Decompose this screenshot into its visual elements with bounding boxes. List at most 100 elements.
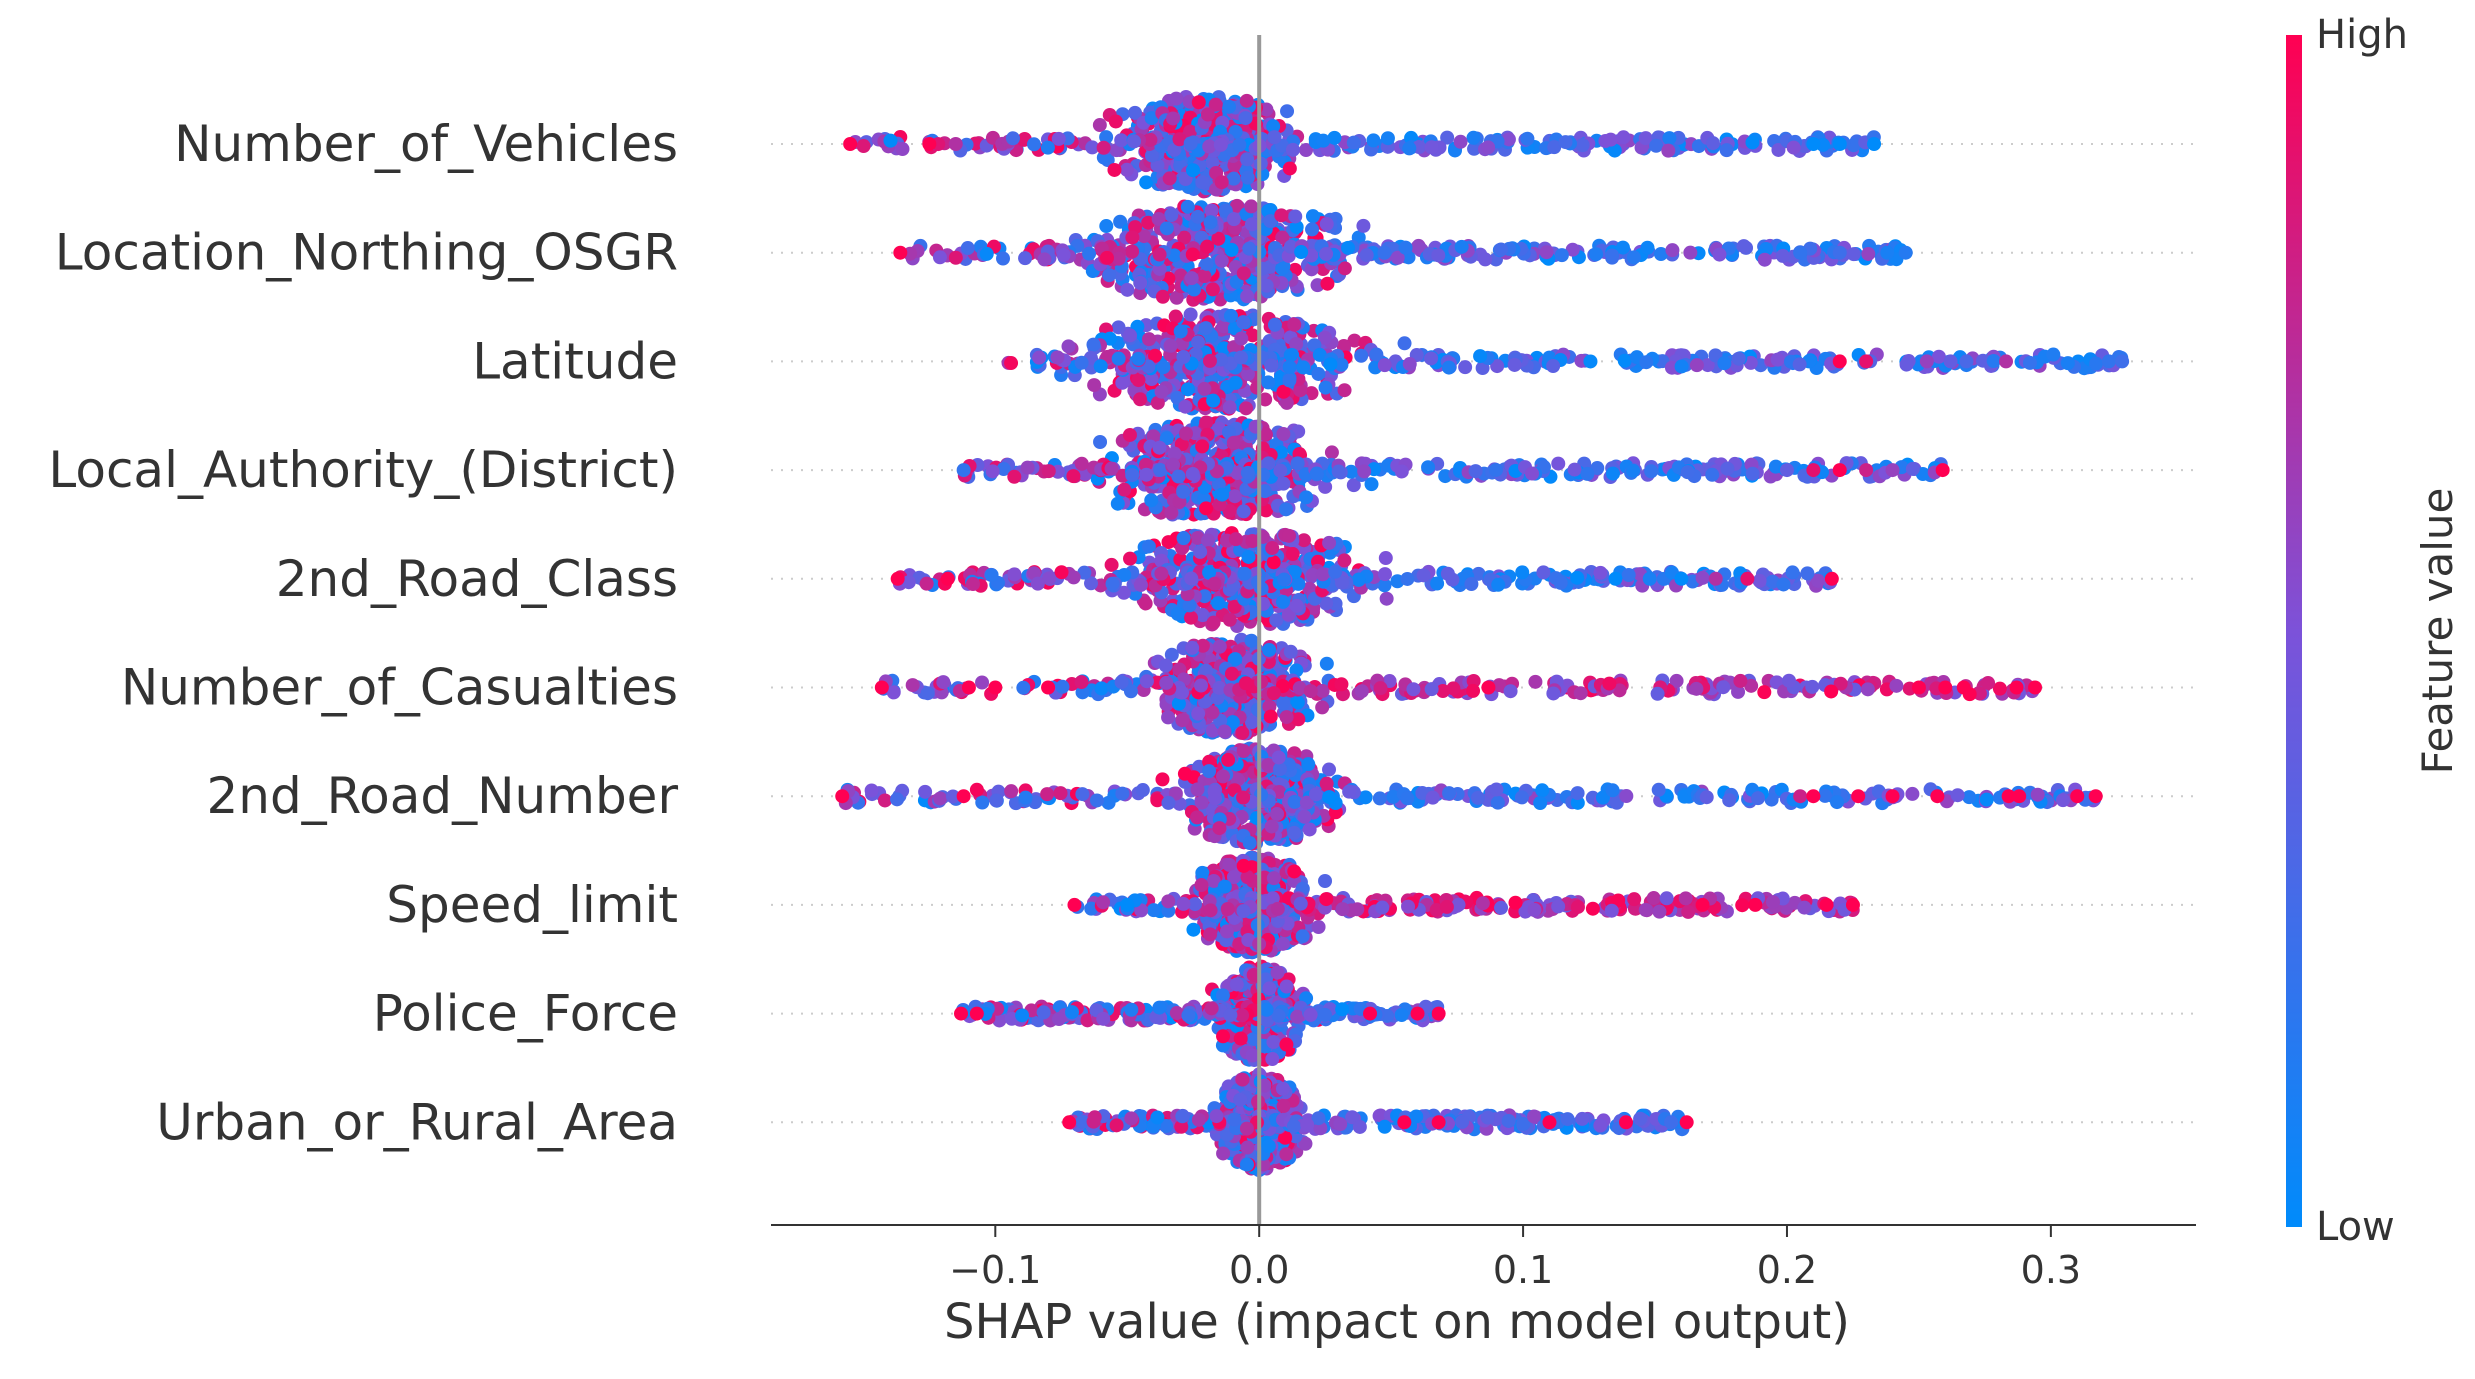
shap-point [1016, 680, 1031, 695]
shap-point [969, 782, 984, 797]
shap-point [1179, 426, 1194, 441]
shap-point [1731, 351, 1746, 366]
shap-point [877, 793, 892, 808]
shap-point [1190, 810, 1205, 825]
shap-outlier [956, 789, 971, 804]
shap-point [1282, 359, 1297, 374]
shap-point [1501, 132, 1516, 147]
shap-point [1289, 598, 1304, 613]
shap-point [1283, 644, 1298, 659]
shap-point [1099, 130, 1114, 145]
shap-point [1183, 610, 1198, 625]
shap-point [1570, 786, 1585, 801]
shap-point [1440, 566, 1455, 581]
shap-point [1899, 357, 1914, 372]
shap-outlier [1793, 245, 1808, 260]
shap-point [1296, 360, 1311, 375]
shap-point [1289, 219, 1304, 234]
shap-point [1558, 135, 1573, 150]
shap-point [1139, 175, 1154, 190]
shap-point [864, 783, 879, 798]
shap-point [1680, 465, 1695, 480]
shap-point [1539, 245, 1554, 260]
shap-point [1319, 656, 1334, 671]
shap-point [1719, 143, 1734, 158]
shap-point [1202, 139, 1217, 154]
shap-point [960, 241, 975, 256]
shap-point [1216, 769, 1231, 784]
shap-point [1120, 282, 1135, 297]
shap-point [1113, 214, 1128, 229]
shap-point [1236, 266, 1251, 281]
shap-point [1458, 360, 1473, 375]
shap-point [1004, 784, 1019, 799]
shap-point [1215, 487, 1230, 502]
shap-point [1152, 440, 1167, 455]
shap-point [1114, 675, 1129, 690]
shap-point [1162, 171, 1177, 186]
shap-point [1164, 505, 1179, 520]
shap-point [1032, 350, 1047, 365]
shap-outlier [922, 137, 937, 151]
shap-point [1394, 464, 1409, 479]
shap-point [1466, 683, 1481, 698]
shap-point [1266, 119, 1281, 134]
shap-point [1143, 132, 1158, 147]
shap-outlier [1959, 354, 1974, 369]
shap-point [936, 675, 951, 690]
shap-point [1699, 790, 1714, 805]
shap-point [1302, 822, 1317, 837]
shap-point [1264, 358, 1279, 373]
shap-point [1233, 350, 1248, 365]
shap-point [1282, 528, 1297, 543]
shap-point [1580, 466, 1595, 481]
shap-point [1236, 315, 1251, 330]
shap-point [1223, 308, 1238, 323]
shap-point [1377, 358, 1392, 373]
shap-point [996, 251, 1011, 266]
shap-point [1279, 710, 1294, 725]
shap-point [1468, 464, 1483, 479]
shap-point [1650, 686, 1665, 701]
shap-point [1051, 131, 1066, 146]
shap-point [1318, 380, 1333, 395]
shap-point [1567, 462, 1582, 477]
shap-point [1285, 142, 1300, 157]
shap-point [1093, 359, 1108, 374]
shap-point [1356, 218, 1371, 233]
shap-point [1319, 246, 1334, 261]
shap-point [918, 784, 933, 799]
shap-point [1322, 790, 1337, 805]
shap-point [1169, 290, 1184, 305]
shap-outlier [1806, 137, 1821, 151]
shap-point [1050, 350, 1065, 365]
shap-point [1125, 244, 1140, 259]
shap-outlier [961, 680, 976, 695]
shap-point [1786, 140, 1801, 155]
shap-outlier [843, 137, 858, 151]
shap-point [1889, 678, 1904, 693]
shap-point [1683, 245, 1698, 260]
shap-point [1185, 466, 1200, 481]
shap-outlier [1806, 789, 1821, 804]
shap-point [1265, 541, 1280, 556]
shap-point [1800, 566, 1815, 581]
shap-outlier [1885, 463, 1900, 478]
shap-point [1605, 248, 1620, 263]
shap-outlier [1832, 354, 1847, 369]
shap-point [1018, 790, 1033, 805]
shap-point [1177, 230, 1192, 245]
shap-point [1305, 209, 1320, 224]
shap-point [1616, 130, 1631, 145]
shap-point [1206, 393, 1221, 408]
shap-point [1178, 399, 1193, 414]
shap-point [1776, 577, 1791, 592]
shap-outlier [1824, 571, 1839, 586]
shap-outlier [2101, 354, 2116, 369]
shap-point [1291, 712, 1306, 727]
shap-point [1473, 349, 1488, 364]
shap-point [1119, 162, 1134, 177]
shap-point [1161, 795, 1176, 810]
shap-point [1213, 137, 1228, 152]
